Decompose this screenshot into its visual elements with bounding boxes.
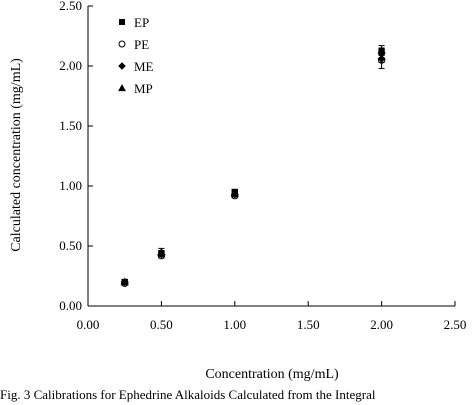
legend-marker-me xyxy=(118,62,126,70)
y-tick-label: 2.00 xyxy=(59,58,82,73)
data-point-me xyxy=(377,54,386,63)
scatter-chart: 0.00 0.50 1.00 1.50 2.00 2.50 0.00 0.50 1.00 1.50… xyxy=(9,0,466,382)
legend-label-me: ME xyxy=(134,59,154,74)
legend-marker-ep xyxy=(119,19,125,25)
y-tick-label: 1.50 xyxy=(59,118,82,133)
legend-label-ep: EP xyxy=(134,15,149,30)
y-tick-label: 2.50 xyxy=(59,0,82,13)
legend: EP PE ME MP xyxy=(118,15,154,96)
x-tick-label: 2.00 xyxy=(370,317,393,332)
plot-area: 0.00 0.50 1.00 1.50 2.00 2.50 0.00 0.50 1.00 1.50… xyxy=(59,0,466,332)
figure-caption: Fig. 3 Calibrations for Ephedrine Alkalo… xyxy=(0,387,376,402)
y-tick-label: 0.00 xyxy=(59,298,82,313)
x-tick-label: 1.00 xyxy=(223,317,246,332)
legend-marker-mp xyxy=(118,84,126,92)
data-point-mp xyxy=(157,247,166,256)
legend-label-mp: MP xyxy=(134,81,153,96)
x-tick-label: 2.50 xyxy=(444,317,467,332)
y-tick-label: 1.00 xyxy=(59,178,82,193)
data-point-mp xyxy=(377,46,386,54)
x-axis-label: Concentration (mg/mL) xyxy=(205,367,339,382)
y-tick-label: 0.50 xyxy=(59,238,82,253)
data-point-mp xyxy=(230,189,239,197)
legend-marker-pe xyxy=(118,40,126,48)
y-axis-label: Calculated concentration (mg/mL) xyxy=(9,58,24,252)
x-tick-label: 0.00 xyxy=(77,317,100,332)
legend-label-pe: PE xyxy=(134,37,149,52)
x-tick-label: 0.50 xyxy=(150,317,173,332)
data-point-mp xyxy=(120,277,129,286)
x-tick-label: 1.50 xyxy=(297,317,320,332)
